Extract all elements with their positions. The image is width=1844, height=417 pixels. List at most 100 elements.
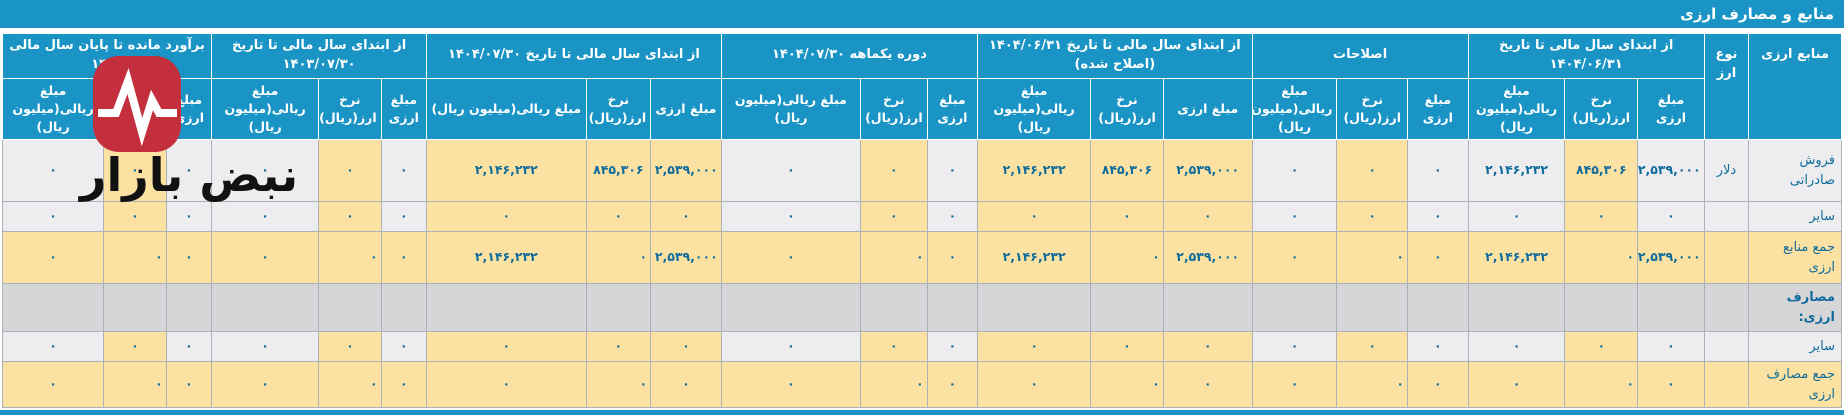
sub-header-5-0: مبلغ ارزی — [380, 77, 428, 141]
value-cell-2-0: ۲,۵۳۹,۰۰۰ — [1162, 139, 1253, 203]
value-cell-2-2: ۰ — [977, 201, 1092, 233]
value-cell-3-1: ۰ — [860, 231, 928, 285]
sub-header-0-0: مبلغ ارزی — [1637, 77, 1705, 141]
currency-table-wrap: منابع ارزی نوع ارز از ابتدای سال مالی تا ت… — [1, 32, 1842, 409]
group-header-3: دوره یکماهه ۱۴۰۴/۰۷/۳۰ — [720, 33, 979, 79]
value-cell-5-1: ۰ — [318, 331, 382, 363]
currency-type-cell — [1703, 283, 1750, 333]
table-row-section: مصارف ارزی: — [1, 283, 1842, 333]
sub-header-3-1: نرخ ارز(ریال) — [860, 77, 928, 141]
value-cell-6-0: ۰ — [165, 201, 213, 233]
value-cell-6-0 — [165, 283, 213, 333]
currency-type-cell — [1703, 361, 1750, 409]
group-header-2: از ابتدای سال مالی تا تاریخ ۱۴۰۴/۰۶/۳۱ (… — [977, 33, 1253, 79]
value-cell-3-0: ۰ — [926, 331, 979, 363]
section-title: منابع و مصارف ارزی — [1680, 5, 1834, 23]
title-gap — [0, 28, 1844, 33]
value-cell-5-2: ۰ — [211, 201, 320, 233]
value-cell-6-1 — [103, 283, 167, 333]
value-cell-6-2: ۰ — [1, 231, 105, 285]
value-cell-4-1: ۸۴۵,۳۰۶ — [585, 139, 652, 203]
value-cell-2-0: ۰ — [1162, 361, 1253, 409]
value-cell-3-1: ۰ — [860, 139, 928, 203]
value-cell-1-1 — [1336, 283, 1409, 333]
table-row-4: سایر ۰ ۰ ۰ ۰ ۰ ۰ ۰ ۰ ۰ ۰ ۰ ۰ ۰ ۰ ۰ ۰ ۰ ۰ ۰ ۰ ۰ — [1, 331, 1842, 363]
value-cell-1-0: ۰ — [1407, 139, 1469, 203]
value-cell-0-2: ۰ — [1467, 331, 1566, 363]
value-cell-4-0: ۰ — [650, 201, 722, 233]
value-cell-4-2: ۰ — [426, 331, 587, 363]
value-cell-2-2: ۲,۱۴۶,۲۳۲ — [977, 139, 1092, 203]
value-cell-3-0: ۰ — [926, 231, 979, 285]
value-cell-0-0: ۰ — [1637, 331, 1705, 363]
value-cell-4-1: ۰ — [585, 361, 652, 409]
row-label: جمع منابع ارزی — [1748, 231, 1842, 285]
value-cell-5-0: ۰ — [380, 201, 428, 233]
value-cell-4-0 — [650, 283, 722, 333]
value-cell-0-1: ۰ — [1564, 201, 1639, 233]
sub-header-5-2: مبلغ ریالی(میلیون ریال) — [211, 77, 320, 141]
value-cell-5-2: ۰ — [211, 361, 320, 409]
value-cell-6-2: ۰ — [1, 201, 105, 233]
value-cell-0-1 — [1564, 283, 1639, 333]
value-cell-6-0: ۰ — [165, 361, 213, 409]
value-cell-2-1: ۰ — [1090, 201, 1164, 233]
value-cell-2-1 — [1090, 283, 1164, 333]
value-cell-1-2: ۰ — [1251, 139, 1338, 203]
column-header-currency-type: نوع ارز — [1703, 32, 1750, 141]
value-cell-4-2: ۲,۱۴۶,۲۳۲ — [426, 139, 587, 203]
value-cell-1-1: ۰ — [1336, 231, 1409, 285]
value-cell-0-1: ۰ — [1564, 361, 1639, 409]
value-cell-4-2: ۰ — [426, 201, 587, 233]
value-cell-2-1: ۰ — [1090, 331, 1164, 363]
value-cell-5-2: ۰ — [211, 231, 320, 285]
value-cell-0-0: ۰ — [1637, 201, 1705, 233]
value-cell-3-2: ۰ — [720, 361, 862, 409]
value-cell-4-1: ۰ — [585, 231, 652, 285]
value-cell-6-1: ۰ — [103, 331, 167, 363]
value-cell-5-0 — [380, 283, 428, 333]
value-cell-1-0: ۰ — [1407, 331, 1469, 363]
value-cell-0-2: ۲,۱۴۶,۲۳۲ — [1467, 139, 1566, 203]
table-row-2: جمع منابع ارزی ۲,۵۳۹,۰۰۰ ۰ ۲,۱۴۶,۲۳۲ ۰ ۰ ۰ ۲,۵۳… — [1, 231, 1842, 285]
value-cell-6-1: ۰ — [103, 361, 167, 409]
value-cell-6-1: ۰ — [103, 201, 167, 233]
row-label: مصارف ارزی: — [1748, 283, 1842, 333]
value-cell-3-2: ۰ — [720, 201, 862, 233]
value-cell-4-2 — [426, 283, 587, 333]
value-cell-5-2: ۰ — [211, 139, 320, 203]
table-row-0: فروش صادراتی دلار ۲,۵۳۹,۰۰۰ ۸۴۵,۳۰۶ ۲,۱۴۶,۲۳… — [1, 139, 1842, 203]
value-cell-0-1: ۰ — [1564, 231, 1639, 285]
value-cell-0-2: ۰ — [1467, 201, 1566, 233]
currency-type-cell — [1703, 231, 1750, 285]
value-cell-2-0 — [1162, 283, 1253, 333]
value-cell-4-0: ۲,۵۳۹,۰۰۰ — [650, 231, 722, 285]
sub-header-1-2: مبلغ ریالی(میلیون ریال) — [1251, 77, 1338, 141]
sub-header-2-1: نرخ ارز(ریال) — [1090, 77, 1164, 141]
value-cell-6-2: ۰ — [1, 361, 105, 409]
value-cell-5-1: ۰ — [318, 361, 382, 409]
column-header-resources: منابع ارزی — [1748, 32, 1842, 141]
sub-header-4-1: نرخ ارز(ریال) — [585, 77, 652, 141]
value-cell-2-2: ۰ — [977, 361, 1092, 409]
value-cell-3-0: ۰ — [926, 139, 979, 203]
value-cell-1-2: ۰ — [1251, 361, 1338, 409]
sub-header-4-2: مبلغ ریالی(میلیون ریال) — [426, 77, 587, 141]
sub-header-2-0: مبلغ ارزی — [1162, 77, 1253, 141]
currency-type-cell: دلار — [1703, 139, 1750, 203]
currency-type-cell — [1703, 201, 1750, 233]
value-cell-0-2: ۲,۱۴۶,۲۳۲ — [1467, 231, 1566, 285]
value-cell-2-1: ۸۴۵,۳۰۶ — [1090, 139, 1164, 203]
value-cell-5-2: ۰ — [211, 331, 320, 363]
value-cell-3-1: ۰ — [860, 361, 928, 409]
currency-resources-uses-table: منابع ارزی نوع ارز از ابتدای سال مالی تا ت… — [1, 32, 1842, 409]
value-cell-3-0: ۰ — [926, 361, 979, 409]
value-cell-1-0 — [1407, 283, 1469, 333]
currency-type-cell — [1703, 331, 1750, 363]
value-cell-1-2: ۰ — [1251, 201, 1338, 233]
value-cell-0-0: ۲,۵۳۹,۰۰۰ — [1637, 139, 1705, 203]
value-cell-2-1: ۰ — [1090, 361, 1164, 409]
value-cell-6-0: ۰ — [165, 231, 213, 285]
value-cell-0-1: ۸۴۵,۳۰۶ — [1564, 139, 1639, 203]
value-cell-2-1: ۰ — [1090, 231, 1164, 285]
